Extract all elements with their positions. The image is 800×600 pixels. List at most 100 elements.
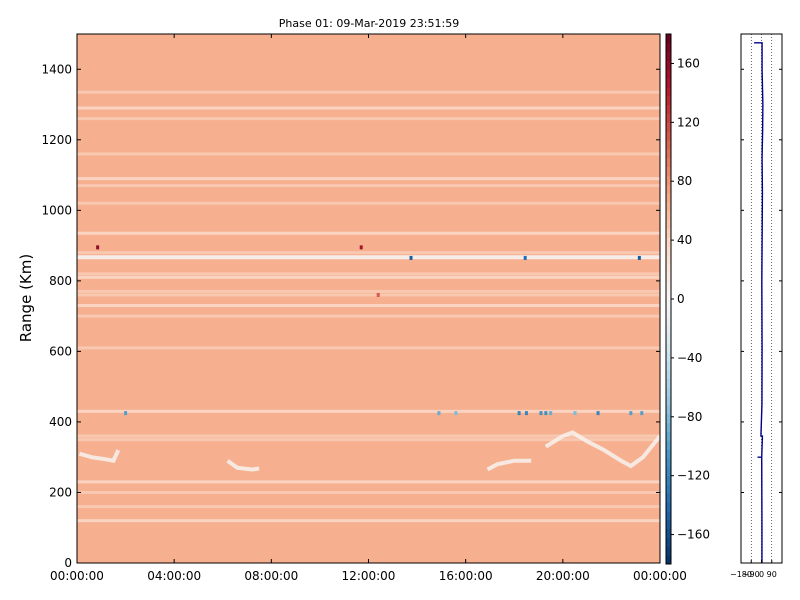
colorbar-cell xyxy=(666,51,671,61)
colorbar-cell xyxy=(666,69,671,79)
colorbar-cell xyxy=(666,184,671,194)
x-tick-label: 12:00:00 xyxy=(342,569,396,583)
colorbar-cell xyxy=(666,334,671,344)
heatmap-trace-segment xyxy=(544,430,662,469)
colorbar-cell xyxy=(666,502,671,512)
y-tick-label: 800 xyxy=(49,274,72,288)
heatmap-band-strip xyxy=(77,255,660,260)
colorbar-cell xyxy=(666,378,671,388)
colorbar-cell xyxy=(666,325,671,335)
colorbar-cell xyxy=(666,87,671,97)
colorbar-tick-label: 80 xyxy=(677,174,692,188)
colorbar-cell xyxy=(666,422,671,432)
colorbar-cell xyxy=(666,458,671,468)
colorbar-cell xyxy=(666,413,671,424)
colorbar-tick-label: 120 xyxy=(677,115,700,129)
colorbar-tick-label: −120 xyxy=(677,469,710,483)
colorbar-cells xyxy=(666,34,671,565)
colorbar-cell xyxy=(666,484,671,494)
heatmap-band xyxy=(77,304,660,308)
heatmap-band xyxy=(77,106,660,110)
side-series-line xyxy=(754,42,764,563)
colorbar-cell xyxy=(666,122,671,132)
colorbar-cell xyxy=(666,555,671,565)
heatmap-band xyxy=(77,231,660,235)
colorbar-cell xyxy=(666,352,671,362)
heatmap-trace-segment xyxy=(226,459,260,472)
colorbar-cell xyxy=(666,201,671,212)
colorbar-cell xyxy=(666,113,671,123)
colorbar-tick-label: −80 xyxy=(677,410,702,424)
colorbar-ticks: 160 120 80 40 0 −40 −80 −120 −160 xyxy=(671,56,710,542)
x-tick-label: 16:00:00 xyxy=(439,569,493,583)
colorbar-cell xyxy=(666,537,671,547)
heatmap-band xyxy=(77,293,660,297)
colorbar-cell xyxy=(666,175,671,185)
heatmap-spot xyxy=(539,411,543,416)
heatmap-spot xyxy=(596,411,600,416)
x-tick-label: 20:00:00 xyxy=(536,569,590,583)
colorbar-cell xyxy=(666,466,671,477)
heatmap-band xyxy=(77,434,660,438)
colorbar-cell xyxy=(666,396,671,406)
colorbar-cell xyxy=(666,60,671,70)
heatmap-spot xyxy=(437,411,441,416)
side-x-tick-label: −180 xyxy=(730,570,752,579)
heatmap-band xyxy=(77,184,660,188)
colorbar-cell xyxy=(666,519,671,530)
heatmap-band xyxy=(77,177,660,181)
colorbar-cell xyxy=(666,493,671,503)
colorbar-cell xyxy=(666,148,671,159)
colorbar-cell xyxy=(666,42,671,53)
colorbar-cell xyxy=(666,511,671,521)
colorbar-cell xyxy=(666,405,671,415)
heatmap-band xyxy=(77,289,660,293)
colorbar-cell xyxy=(666,210,671,220)
heatmap-band xyxy=(77,505,660,509)
chart-title: Phase 01: 09-Mar-2019 23:51:59 xyxy=(279,17,459,30)
heatmap-band xyxy=(77,314,660,318)
heatmap-band xyxy=(77,117,660,121)
heatmap-band xyxy=(77,480,660,484)
heatmap-spot xyxy=(454,411,458,416)
heatmap-spot xyxy=(376,292,380,297)
heatmap-trace-segment xyxy=(486,458,532,472)
colorbar-cell xyxy=(666,307,671,318)
heatmap-band xyxy=(77,275,660,279)
colorbar-cell xyxy=(666,272,671,282)
colorbar-cell xyxy=(666,263,671,273)
y-axis-ticks: 0 200 400 600 800 1000 1200 1400 xyxy=(41,62,660,570)
x-tick-label: 04:00:00 xyxy=(147,569,201,583)
colorbar-cell xyxy=(666,78,671,88)
colorbar-cell xyxy=(666,475,671,485)
side-plot-lines xyxy=(754,42,764,563)
heatmap-band xyxy=(77,90,660,94)
heatmap-spot xyxy=(523,255,527,260)
heatmap-band xyxy=(77,346,660,350)
colorbar: 160 120 80 40 0 −40 −80 −120 −160 xyxy=(665,33,710,565)
heatmap-spot xyxy=(96,245,100,250)
heatmap-background xyxy=(77,34,660,563)
colorbar-cell xyxy=(666,95,671,106)
y-tick-label: 400 xyxy=(49,415,72,429)
colorbar-tick-label: −160 xyxy=(677,528,710,542)
heatmap-spot xyxy=(573,411,577,416)
heatmap-spot xyxy=(524,411,528,416)
heatmap-band xyxy=(77,152,660,156)
y-tick-label: 1200 xyxy=(41,133,72,147)
heatmap-trace xyxy=(78,430,662,472)
y-tick-label: 200 xyxy=(49,485,72,499)
side-x-tick-label: −90 xyxy=(743,570,760,579)
x-tick-label: 00:00:00 xyxy=(633,569,687,583)
colorbar-tick-label: 0 xyxy=(677,292,685,306)
heatmap-band xyxy=(77,490,660,494)
colorbar-cell xyxy=(666,237,671,247)
colorbar-cell xyxy=(666,290,671,300)
colorbar-cell xyxy=(666,360,671,371)
heatmap-band xyxy=(77,201,660,205)
side-x-tick-label: 90 xyxy=(767,570,777,579)
y-axis-label: Range (Km) xyxy=(17,254,35,342)
colorbar-cell xyxy=(666,299,671,309)
heatmap-band xyxy=(77,272,660,276)
x-tick-label: 00:00:00 xyxy=(50,569,104,583)
